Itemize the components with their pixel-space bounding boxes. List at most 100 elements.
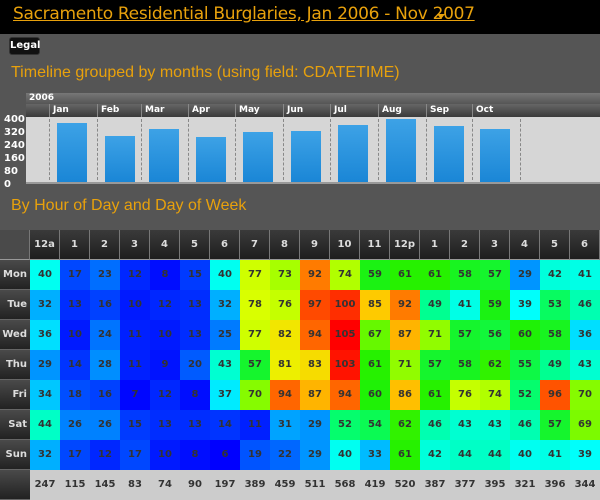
heatmap-cell[interactable]: 40 — [510, 440, 540, 470]
heatmap-cell[interactable]: 13 — [180, 320, 210, 350]
heatmap-cell[interactable]: 22 — [270, 440, 300, 470]
timeline-bar[interactable] — [243, 131, 273, 182]
heatmap-cell[interactable]: 58 — [450, 260, 480, 290]
heatmap-cell[interactable]: 85 — [360, 290, 390, 320]
heatmap-cell[interactable]: 61 — [420, 380, 450, 410]
heatmap-cell[interactable]: 36 — [30, 320, 60, 350]
heatmap-cell[interactable]: 53 — [540, 290, 570, 320]
heatmap-cell[interactable]: 67 — [360, 320, 390, 350]
heatmap-cell[interactable]: 10 — [60, 320, 90, 350]
hour-header[interactable]: 11 — [360, 230, 390, 260]
heatmap-cell[interactable]: 94 — [300, 320, 330, 350]
heatmap-cell[interactable]: 42 — [420, 440, 450, 470]
hour-header[interactable]: 6 — [570, 230, 600, 260]
heatmap-cell[interactable]: 100 — [330, 290, 360, 320]
heatmap-cell[interactable]: 76 — [450, 380, 480, 410]
hour-header[interactable]: 4 — [510, 230, 540, 260]
heatmap-cell[interactable]: 43 — [480, 410, 510, 440]
heatmap-cell[interactable]: 8 — [180, 440, 210, 470]
day-header[interactable]: Thu — [0, 350, 30, 380]
hour-header[interactable]: 1 — [60, 230, 90, 260]
heatmap-cell[interactable]: 40 — [330, 440, 360, 470]
hour-header[interactable]: 9 — [300, 230, 330, 260]
heatmap-cell[interactable]: 29 — [30, 350, 60, 380]
timeline-bar[interactable] — [291, 130, 321, 182]
heatmap-cell[interactable]: 61 — [390, 260, 420, 290]
heatmap-cell[interactable]: 57 — [480, 260, 510, 290]
heatmap-cell[interactable]: 94 — [330, 380, 360, 410]
hour-header[interactable]: 8 — [270, 230, 300, 260]
heatmap-cell[interactable]: 73 — [270, 260, 300, 290]
heatmap-cell[interactable]: 44 — [30, 410, 60, 440]
hour-header[interactable]: 7 — [240, 230, 270, 260]
heatmap-cell[interactable]: 69 — [570, 410, 600, 440]
hour-header[interactable]: 12a — [30, 230, 60, 260]
heatmap-cell[interactable]: 56 — [480, 320, 510, 350]
heatmap-cell[interactable]: 60 — [360, 380, 390, 410]
timeline-bar[interactable] — [434, 126, 464, 182]
heatmap-cell[interactable]: 43 — [450, 410, 480, 440]
heatmap-cell[interactable]: 17 — [60, 440, 90, 470]
day-header[interactable]: Fri — [0, 380, 30, 410]
heatmap-cell[interactable]: 6 — [210, 440, 240, 470]
heatmap-cell[interactable]: 71 — [390, 350, 420, 380]
heatmap-cell[interactable]: 61 — [390, 440, 420, 470]
heatmap-cell[interactable]: 19 — [240, 440, 270, 470]
heatmap-cell[interactable]: 16 — [90, 380, 120, 410]
hour-header[interactable]: 3 — [480, 230, 510, 260]
heatmap-cell[interactable]: 11 — [120, 320, 150, 350]
timeline-bar[interactable] — [196, 137, 226, 182]
day-header[interactable]: Wed — [0, 320, 30, 350]
heatmap-cell[interactable]: 39 — [570, 440, 600, 470]
heatmap-cell[interactable]: 71 — [420, 320, 450, 350]
hour-header[interactable]: 6 — [210, 230, 240, 260]
heatmap-cell[interactable]: 57 — [420, 350, 450, 380]
hour-header[interactable]: 3 — [120, 230, 150, 260]
heatmap-cell[interactable]: 12 — [120, 260, 150, 290]
hour-header[interactable]: 10 — [330, 230, 360, 260]
heatmap-cell[interactable]: 11 — [120, 350, 150, 380]
hour-header[interactable]: 5 — [540, 230, 570, 260]
heatmap-cell[interactable]: 44 — [450, 440, 480, 470]
heatmap-cell[interactable]: 55 — [510, 350, 540, 380]
heatmap-cell[interactable]: 44 — [480, 440, 510, 470]
day-header[interactable]: Sat — [0, 410, 30, 440]
heatmap-cell[interactable]: 10 — [120, 290, 150, 320]
heatmap-cell[interactable]: 86 — [390, 380, 420, 410]
heatmap-cell[interactable]: 29 — [300, 410, 330, 440]
heatmap-cell[interactable]: 26 — [90, 410, 120, 440]
heatmap-cell[interactable]: 24 — [90, 320, 120, 350]
heatmap-cell[interactable]: 61 — [360, 350, 390, 380]
heatmap-cell[interactable]: 82 — [270, 320, 300, 350]
heatmap-cell[interactable]: 10 — [150, 440, 180, 470]
heatmap-cell[interactable]: 94 — [270, 380, 300, 410]
heatmap-cell[interactable]: 70 — [240, 380, 270, 410]
heatmap-cell[interactable]: 28 — [90, 350, 120, 380]
heatmap-cell[interactable]: 23 — [90, 260, 120, 290]
heatmap-cell[interactable]: 103 — [330, 350, 360, 380]
hour-header[interactable]: 5 — [180, 230, 210, 260]
heatmap-cell[interactable]: 59 — [360, 260, 390, 290]
heatmap-cell[interactable]: 33 — [360, 440, 390, 470]
timeline-bar[interactable] — [57, 123, 87, 182]
heatmap-cell[interactable]: 78 — [240, 290, 270, 320]
heatmap-cell[interactable]: 54 — [360, 410, 390, 440]
dropdown-caret-icon[interactable] — [437, 14, 445, 19]
heatmap-cell[interactable]: 58 — [540, 320, 570, 350]
heatmap-cell[interactable]: 58 — [450, 350, 480, 380]
day-header[interactable]: Sun — [0, 440, 30, 470]
heatmap-cell[interactable]: 46 — [570, 290, 600, 320]
heatmap-cell[interactable]: 14 — [210, 410, 240, 440]
heatmap-cell[interactable]: 40 — [210, 260, 240, 290]
hour-header[interactable]: 2 — [450, 230, 480, 260]
legal-button[interactable]: Legal — [9, 37, 41, 55]
heatmap-cell[interactable]: 92 — [390, 290, 420, 320]
heatmap-cell[interactable]: 41 — [540, 440, 570, 470]
report-title-link[interactable]: Sacramento Residential Burglaries, Jan 2… — [13, 4, 475, 24]
heatmap-cell[interactable]: 61 — [420, 260, 450, 290]
heatmap-cell[interactable]: 8 — [150, 260, 180, 290]
hour-header[interactable]: 12p — [390, 230, 420, 260]
heatmap-cell[interactable]: 12 — [150, 380, 180, 410]
heatmap-cell[interactable]: 37 — [210, 380, 240, 410]
hour-header[interactable]: 4 — [150, 230, 180, 260]
